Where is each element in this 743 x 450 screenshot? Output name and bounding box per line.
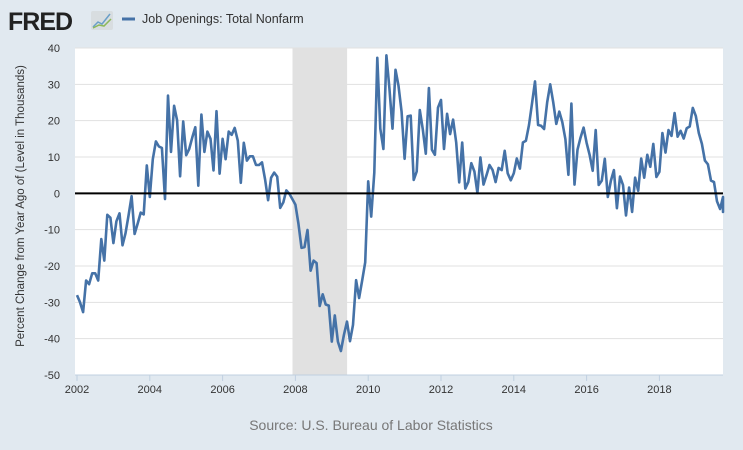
y-tick-label: 20: [48, 116, 60, 128]
y-tick-label: -30: [44, 297, 60, 309]
x-tick-label: 2002: [65, 384, 89, 396]
legend-label: Job Openings: Total Nonfarm: [142, 12, 304, 26]
fred-graph-icon: [91, 11, 113, 30]
legend: Job Openings: Total Nonfarm: [122, 12, 304, 26]
fred-logo: FRED: [8, 8, 113, 36]
x-tick-label: 2014: [502, 384, 526, 396]
x-tick-label: 2008: [283, 384, 307, 396]
x-tick-label: 2006: [210, 384, 234, 396]
source-note: Source: U.S. Bureau of Labor Statistics: [249, 417, 493, 433]
y-tick-label: 0: [54, 188, 60, 200]
y-tick-label: -10: [44, 225, 60, 237]
y-tick-label: -20: [44, 261, 60, 273]
y-tick-label: 30: [48, 79, 60, 91]
y-tick-label: -50: [44, 370, 60, 382]
y-tick-label: -40: [44, 334, 60, 346]
y-tick-label: 40: [48, 43, 60, 55]
x-tick-label: 2016: [574, 384, 598, 396]
x-tick-label: 2004: [138, 384, 162, 396]
x-tick-label: 2012: [429, 384, 453, 396]
x-tick-label: 2010: [356, 384, 380, 396]
y-tick-label: 10: [48, 152, 60, 164]
recession-shading: [292, 48, 348, 375]
series-line-job-openings: [75, 53, 725, 353]
plot-area: [75, 48, 723, 375]
x-tick-label: 2018: [647, 384, 671, 396]
fred-logo-text: FRED: [8, 8, 72, 36]
y-axis-label: Percent Change from Year Ago of (Level i…: [15, 65, 27, 347]
